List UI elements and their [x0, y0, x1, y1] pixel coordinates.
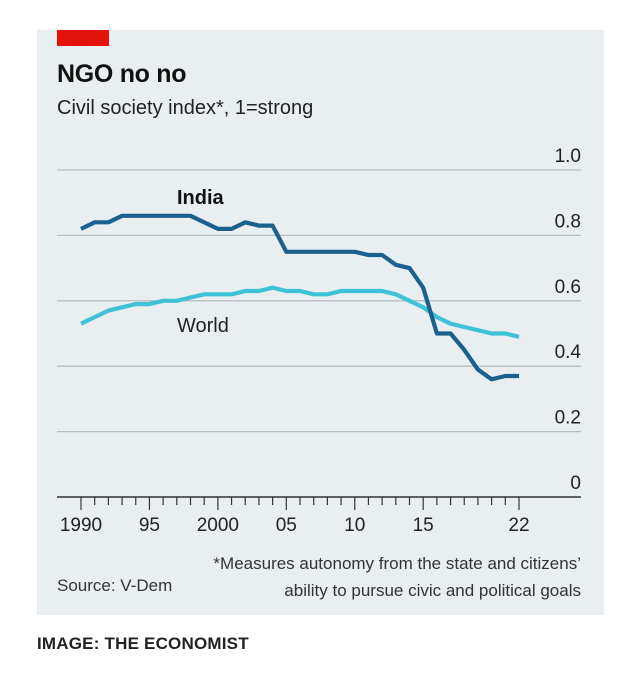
chart-panel: NGO no no Civil society index*, 1=strong… [37, 30, 604, 615]
x-tick-label: 1990 [60, 515, 102, 536]
grid-lines [57, 169, 581, 433]
series-lines [80, 213, 520, 382]
y-tick-label: 1.0 [555, 146, 581, 167]
x-tick-label: 05 [276, 515, 297, 536]
y-tick-label: 0.6 [555, 277, 581, 298]
source-note: Source: V-Dem [57, 576, 173, 595]
series-label-world: World [177, 315, 229, 337]
y-tick-label: 0.4 [555, 342, 582, 363]
chart-subtitle: Civil society index*, 1=strong [57, 97, 314, 119]
x-tick-label: 95 [139, 515, 160, 536]
line-chart: 0 0.2 0.4 0.6 0.8 1.0 1990 95 2000 05 10 15 22 Indi… [57, 146, 582, 536]
footnote-line-1: *Measures autonomy from the state and ci… [213, 554, 581, 573]
brand-red-tag [57, 30, 109, 46]
series-line-world [80, 285, 520, 339]
x-tick-label: 2000 [197, 515, 239, 536]
x-tick-label: 15 [413, 515, 434, 536]
series-label-india: India [177, 187, 225, 209]
y-tick-label: 0.8 [555, 211, 581, 232]
image-credit: IMAGE: THE ECONOMIST [37, 634, 249, 653]
footnote-line-2: ability to pursue civic and political go… [284, 581, 581, 600]
y-tick-label: 0.2 [555, 408, 581, 429]
x-tick-labels: 1990 95 2000 05 10 15 22 [60, 515, 530, 536]
x-tick-label: 10 [344, 515, 365, 536]
series-line-india [80, 213, 519, 382]
y-tick-labels: 0 0.2 0.4 0.6 0.8 1.0 [555, 146, 582, 494]
footnote: *Measures autonomy from the state and ci… [141, 550, 581, 604]
chart-title: NGO no no [57, 60, 187, 88]
x-tick-label: 22 [508, 515, 529, 536]
y-tick-label: 0 [570, 473, 581, 494]
x-axis [57, 496, 581, 510]
